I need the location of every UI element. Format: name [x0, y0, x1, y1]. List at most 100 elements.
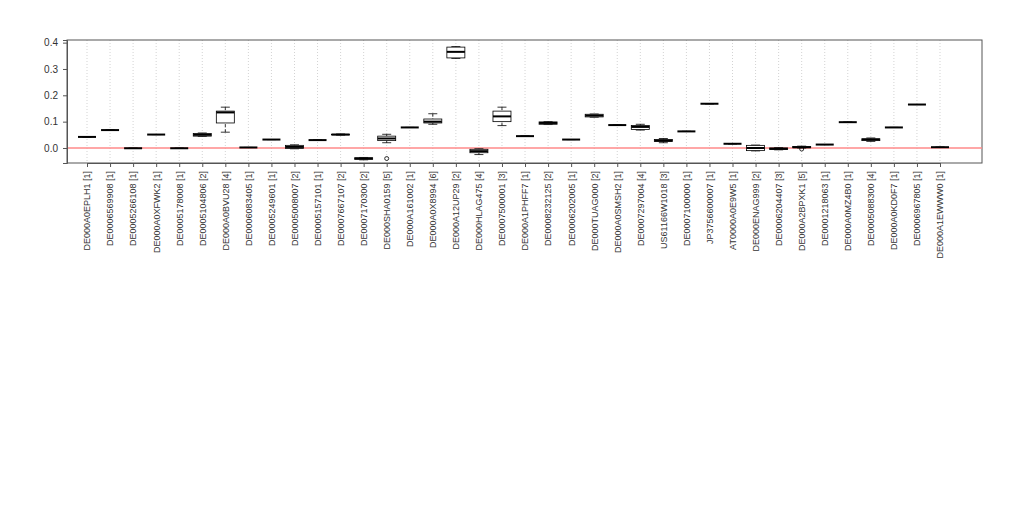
whisker-high: [432, 114, 433, 119]
box: [677, 131, 695, 132]
whisker-cap: [428, 113, 437, 114]
grid-line: [916, 40, 917, 163]
tick: DE0001218063 [1]: [820, 163, 830, 246]
median: [378, 138, 396, 140]
tick: DE000A2BPXK1 [5]: [797, 163, 807, 251]
box-body: [378, 136, 396, 140]
tick-label: 0.4: [44, 37, 58, 48]
box-body: [193, 134, 211, 137]
box-body: [931, 147, 949, 148]
whisker-cap: [382, 134, 391, 135]
tick-label: DE000A0XFWK2 [1]: [152, 171, 162, 253]
box-body: [747, 145, 765, 150]
tick-mark: [733, 163, 734, 167]
grid-line: [686, 40, 687, 163]
tick-label: DE000A0SMSH2 [1]: [613, 171, 623, 253]
grid-line: [202, 40, 203, 163]
tick-mark: [709, 163, 710, 167]
tick-mark: [364, 163, 365, 167]
tick-mark: [63, 148, 67, 149]
tick: DE000A0XFWK2 [1]: [152, 163, 162, 253]
tick-mark: [156, 163, 157, 167]
grid-line: [755, 40, 756, 163]
grid-line: [617, 40, 618, 163]
tick-label: AT0000A0E9W5 [1]: [728, 171, 738, 250]
grid-line: [594, 40, 595, 163]
tick-mark: [456, 163, 457, 167]
grid-line: [847, 40, 848, 163]
whisker-cap: [497, 125, 506, 126]
box: [332, 134, 350, 135]
tick: DE000A0X8994 [6]: [428, 163, 438, 248]
tick: DE0005008007 [2]: [290, 163, 300, 246]
tick-mark: [63, 69, 67, 70]
tick-label: DE0008232125 [2]: [543, 171, 553, 246]
box-body: [516, 136, 534, 137]
box: [424, 114, 442, 125]
whisker-cap: [382, 142, 391, 143]
box-body: [885, 127, 903, 128]
box: [124, 148, 142, 149]
y-axis: 0.00.10.20.30.4: [44, 37, 67, 163]
median: [424, 121, 442, 123]
grid-line: [663, 40, 664, 163]
grid-line: [340, 40, 341, 163]
tick-label: DE000A0BVU28 [4]: [221, 171, 231, 251]
tick-label: DE000TUAG000 [2]: [590, 171, 600, 251]
median: [677, 130, 695, 132]
tick: DE0005249601 [1]: [267, 163, 277, 246]
tick: AT0000A0E9W5 [1]: [728, 163, 738, 250]
median: [931, 146, 949, 148]
box: [285, 145, 303, 149]
grid-line: [110, 40, 111, 163]
tick: DE000A161002 [1]: [405, 163, 415, 247]
box: [816, 144, 834, 145]
median: [493, 115, 511, 117]
tick-mark: [848, 163, 849, 167]
tick: DE000A1EWWW0 [1]: [935, 163, 945, 259]
box-body: [862, 139, 880, 141]
grid-line: [893, 40, 894, 163]
tick-mark: [663, 163, 664, 167]
tick-label: DE0005266108 [1]: [128, 171, 138, 246]
tick: DE0006967805 [1]: [912, 163, 922, 246]
tick: 0.0: [44, 143, 67, 154]
tick: DE0007170300 [2]: [359, 163, 369, 246]
box-body: [285, 145, 303, 148]
median: [124, 147, 142, 149]
grid-line: [709, 40, 710, 163]
box: [193, 133, 211, 136]
box: [147, 134, 165, 135]
grid-line: [179, 40, 180, 163]
tick-mark: [63, 95, 67, 96]
tick-label: DE000HLAG475 [4]: [474, 171, 484, 251]
tick-mark: [917, 163, 918, 167]
grid-line: [478, 40, 479, 163]
median: [332, 134, 350, 136]
box-body: [839, 122, 857, 123]
x-axis: DE000A0EPLH1 [1]DE0006569908 [1]DE000526…: [82, 163, 945, 259]
tick-mark: [548, 163, 549, 167]
box: [309, 140, 327, 141]
grid-line: [363, 40, 364, 163]
tick-mark: [63, 43, 67, 44]
box: [562, 139, 580, 140]
box: [862, 138, 880, 141]
tick-label: DE0005008007 [2]: [290, 171, 300, 246]
tick: 0.4: [44, 37, 67, 48]
plot-frame: [67, 40, 982, 163]
tick-mark: [825, 163, 826, 167]
tick-label: DE0007297004 [4]: [636, 171, 646, 246]
whisker-high: [501, 107, 502, 111]
median: [216, 111, 234, 113]
median: [355, 158, 373, 160]
box-body: [470, 149, 488, 152]
tick: DE0005104806 [2]: [198, 163, 208, 246]
tick: DE000A0KD0F7 [1]: [889, 163, 899, 250]
box: [793, 146, 811, 151]
median: [770, 148, 788, 150]
box: [101, 130, 119, 131]
tick: DE000SHA0159 [5]: [382, 163, 392, 250]
tick: DE0007100000 [1]: [682, 163, 692, 246]
tick-label: DE000A0EPLH1 [1]: [82, 171, 92, 251]
